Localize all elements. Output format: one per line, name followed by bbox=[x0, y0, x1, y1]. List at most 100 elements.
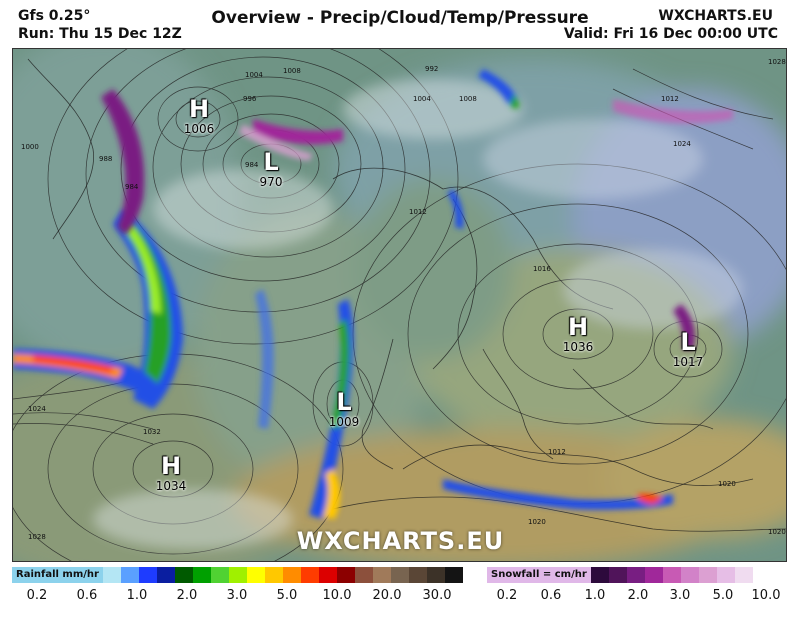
legend-swatch bbox=[680, 567, 699, 583]
legend-tick-label: 10.0 bbox=[751, 588, 781, 603]
pressure-system-letter: L bbox=[336, 388, 352, 416]
legend-swatch bbox=[102, 567, 121, 583]
legend-tick-label: 3.0 bbox=[226, 588, 248, 603]
chart-header: Gfs 0.25° Run: Thu 15 Dec 12Z Overview -… bbox=[0, 0, 800, 48]
pressure-system-value: 1036 bbox=[562, 340, 594, 354]
isobar-label: 984 bbox=[125, 183, 139, 191]
isobar-label: 1004 bbox=[413, 95, 431, 103]
weather-map: 1004 1008 996 992 988 984 1000 984 1004 1008 1012 1… bbox=[12, 48, 787, 562]
legend-swatch bbox=[698, 567, 717, 583]
legend-tick-label: 30.0 bbox=[422, 588, 452, 603]
isobar-label: 1012 bbox=[548, 448, 566, 456]
rainfall-swatch-bar bbox=[102, 567, 463, 583]
legend-swatch bbox=[608, 567, 627, 583]
isobar-label: 988 bbox=[99, 155, 112, 163]
legend-swatch bbox=[390, 567, 409, 583]
pressure-system-letter: L bbox=[680, 328, 696, 356]
isobar-label-group: 1004 1008 996 992 988 984 1000 984 1004 1008 1012 1… bbox=[21, 58, 786, 541]
isobar-label: 1008 bbox=[283, 67, 301, 75]
isobar-label: 1020 bbox=[718, 480, 736, 488]
isobar-label: 1004 bbox=[245, 71, 263, 79]
pressure-system-value: 1009 bbox=[328, 415, 360, 429]
legend-tick-label: 2.0 bbox=[176, 588, 198, 603]
legend-tick-label: 0.2 bbox=[496, 588, 518, 603]
pressure-system-high: H 1036 bbox=[548, 314, 608, 354]
isobar-label: 1012 bbox=[409, 208, 427, 216]
legend-swatch bbox=[590, 567, 609, 583]
legend-swatch bbox=[282, 567, 301, 583]
isobar-label: 1016 bbox=[533, 265, 551, 273]
isobar-label: 1020 bbox=[528, 518, 546, 526]
legend-swatch bbox=[662, 567, 681, 583]
legend-tick-label: 1.0 bbox=[584, 588, 606, 603]
pressure-system-letter: H bbox=[160, 452, 182, 480]
map-canvas: 1004 1008 996 992 988 984 1000 984 1004 1008 1012 1… bbox=[13, 49, 786, 561]
isobar-label: 1020 bbox=[768, 528, 786, 536]
snowfall-legend-label: Snowfall = cm/hr bbox=[487, 567, 591, 583]
legend-swatch bbox=[644, 567, 663, 583]
legend-tick-label: 3.0 bbox=[669, 588, 691, 603]
run-time: Run: Thu 15 Dec 12Z bbox=[18, 26, 182, 42]
legend-swatch bbox=[264, 567, 283, 583]
snowfall-swatch-bar bbox=[590, 567, 771, 583]
pressure-system-high: H 1006 bbox=[169, 96, 229, 136]
legend-swatch bbox=[336, 567, 355, 583]
pressure-system-low: L 970 bbox=[241, 149, 301, 189]
legend-swatch bbox=[426, 567, 445, 583]
isobar-label: 1012 bbox=[661, 95, 679, 103]
snowfall-legend: Snowfall = cm/hr bbox=[487, 567, 771, 583]
isobar-label: 1028 bbox=[28, 533, 46, 541]
isobar-label: 1024 bbox=[28, 405, 46, 413]
pressure-system-letter: H bbox=[188, 95, 210, 123]
legend-tick-label: 1.0 bbox=[126, 588, 148, 603]
rainfall-legend-label: Rainfall mm/hr bbox=[12, 567, 103, 583]
legend-tick-label: 0.2 bbox=[26, 588, 48, 603]
legend-tick-label: 0.6 bbox=[76, 588, 98, 603]
isobar-label: 1024 bbox=[673, 140, 691, 148]
legend-swatch bbox=[138, 567, 157, 583]
pressure-system-low: L 1009 bbox=[314, 389, 374, 429]
legend-swatch bbox=[444, 567, 463, 583]
legend-swatch bbox=[174, 567, 193, 583]
legend-swatch bbox=[716, 567, 735, 583]
snow-areas bbox=[101, 89, 733, 349]
pressure-system-high: H 1034 bbox=[141, 453, 201, 493]
isobar-label: 1028 bbox=[768, 58, 786, 66]
valid-time: Valid: Fri 16 Dec 00:00 UTC bbox=[563, 26, 778, 42]
legend-swatch bbox=[210, 567, 229, 583]
legend-tick-label: 20.0 bbox=[372, 588, 402, 603]
chart-title: Overview - Precip/Cloud/Temp/Pressure bbox=[211, 8, 589, 28]
legend-swatch bbox=[300, 567, 319, 583]
pressure-system-letter: H bbox=[567, 313, 589, 341]
pressure-system-value: 1017 bbox=[672, 355, 704, 369]
legend-swatch bbox=[354, 567, 373, 583]
legend-swatch bbox=[408, 567, 427, 583]
legend-swatch bbox=[246, 567, 265, 583]
pressure-system-value: 1006 bbox=[183, 122, 215, 136]
pressure-system-value: 970 bbox=[259, 175, 283, 189]
isobar-label: 1032 bbox=[143, 428, 161, 436]
legend-tick-label: 0.6 bbox=[540, 588, 562, 603]
pressure-system-low: L 1017 bbox=[658, 329, 718, 369]
cloud-cover bbox=[93, 79, 743, 549]
rainfall-legend: Rainfall mm/hr bbox=[12, 567, 463, 583]
rain-bands bbox=[13, 69, 673, 519]
legend-swatch bbox=[734, 567, 753, 583]
legend-swatch bbox=[752, 567, 771, 583]
brand-name: WXCHARTS.EU bbox=[658, 8, 773, 24]
pressure-system-letter: L bbox=[263, 148, 279, 176]
legend-swatch bbox=[228, 567, 247, 583]
legend-swatch bbox=[372, 567, 391, 583]
watermark: WXCHARTS.EU bbox=[296, 527, 505, 555]
snowfall-tick-labels: 0.2 0.6 1.0 2.0 3.0 5.0 10.0 bbox=[0, 588, 800, 606]
isobar-label: 1008 bbox=[459, 95, 477, 103]
legend-swatch bbox=[626, 567, 645, 583]
isobar-label: 992 bbox=[425, 65, 438, 73]
isobar-label: 996 bbox=[243, 95, 257, 103]
legend-tick-label: 2.0 bbox=[627, 588, 649, 603]
legend-swatch bbox=[120, 567, 139, 583]
legend-swatch bbox=[192, 567, 211, 583]
legend-swatch bbox=[156, 567, 175, 583]
legend-tick-label: 10.0 bbox=[322, 588, 352, 603]
rainfall-tick-labels: 0.2 0.6 1.0 2.0 3.0 5.0 10.0 20.0 30.0 bbox=[0, 588, 480, 606]
